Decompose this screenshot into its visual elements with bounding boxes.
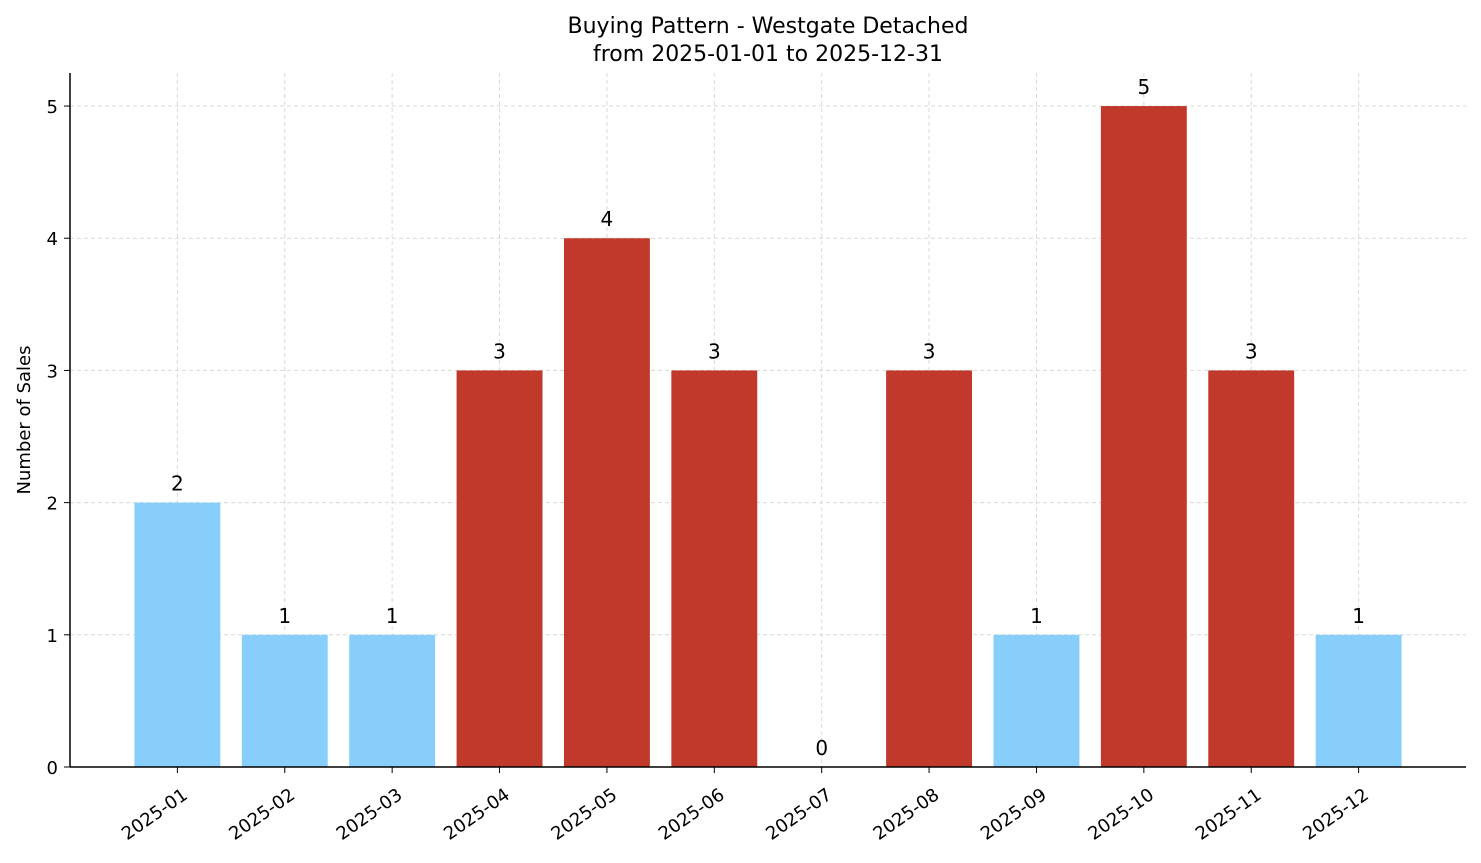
bar-2025-10 <box>1100 106 1187 768</box>
data-label-2025-07: 0 <box>815 736 828 760</box>
x-tick-label: 2025-03 <box>333 784 407 844</box>
y-tick-label: 4 <box>47 229 58 250</box>
y-tick-label: 2 <box>47 494 58 515</box>
y-tick-label: 5 <box>47 97 58 118</box>
data-label-2025-03: 1 <box>386 604 399 628</box>
bar-2025-06 <box>671 370 758 767</box>
x-tick-label: 2025-04 <box>440 784 514 844</box>
bar-2025-12 <box>1315 634 1402 767</box>
bar-2025-03 <box>349 634 436 767</box>
x-tick-label: 2025-02 <box>225 784 299 844</box>
x-tick-label: 2025-05 <box>547 784 621 844</box>
x-tick-label: 2025-12 <box>1299 784 1373 844</box>
bar-2025-08 <box>886 370 973 767</box>
bar-2025-02 <box>241 634 328 767</box>
chart-title: Buying Pattern - Westgate Detached <box>568 14 969 39</box>
data-label-2025-09: 1 <box>1030 604 1043 628</box>
y-tick-label: 1 <box>47 626 58 647</box>
data-label-2025-10: 5 <box>1137 75 1150 99</box>
data-label-2025-11: 3 <box>1245 339 1258 363</box>
bar-2025-04 <box>456 370 543 767</box>
data-label-2025-06: 3 <box>708 339 721 363</box>
x-tick-label: 2025-09 <box>977 784 1051 844</box>
chart-subtitle: from 2025-01-01 to 2025-12-31 <box>593 42 943 67</box>
x-tick-label: 2025-11 <box>1192 784 1266 844</box>
bars <box>134 106 1402 768</box>
bar-2025-01 <box>134 502 221 767</box>
bar-2025-11 <box>1208 370 1295 767</box>
x-tick-label: 2025-01 <box>118 784 192 844</box>
x-tick-label: 2025-07 <box>762 784 836 844</box>
data-labels: 2 1 1 3 4 3 0 3 1 5 3 1 <box>171 75 1365 760</box>
bar-2025-09 <box>993 634 1080 767</box>
data-label-2025-12: 1 <box>1352 604 1365 628</box>
x-tick-label: 2025-10 <box>1084 784 1158 844</box>
data-label-2025-08: 3 <box>923 339 936 363</box>
y-tick-label: 3 <box>47 361 58 382</box>
data-label-2025-04: 3 <box>493 339 506 363</box>
data-label-2025-01: 2 <box>171 472 184 496</box>
x-tick-label: 2025-06 <box>655 784 729 844</box>
y-tick-label: 0 <box>47 758 58 779</box>
y-axis-label: Number of Sales <box>14 345 35 494</box>
x-tick-label: 2025-08 <box>870 784 944 844</box>
bar-2025-05 <box>563 238 650 767</box>
data-label-2025-02: 1 <box>278 604 291 628</box>
data-label-2025-05: 4 <box>601 207 614 231</box>
